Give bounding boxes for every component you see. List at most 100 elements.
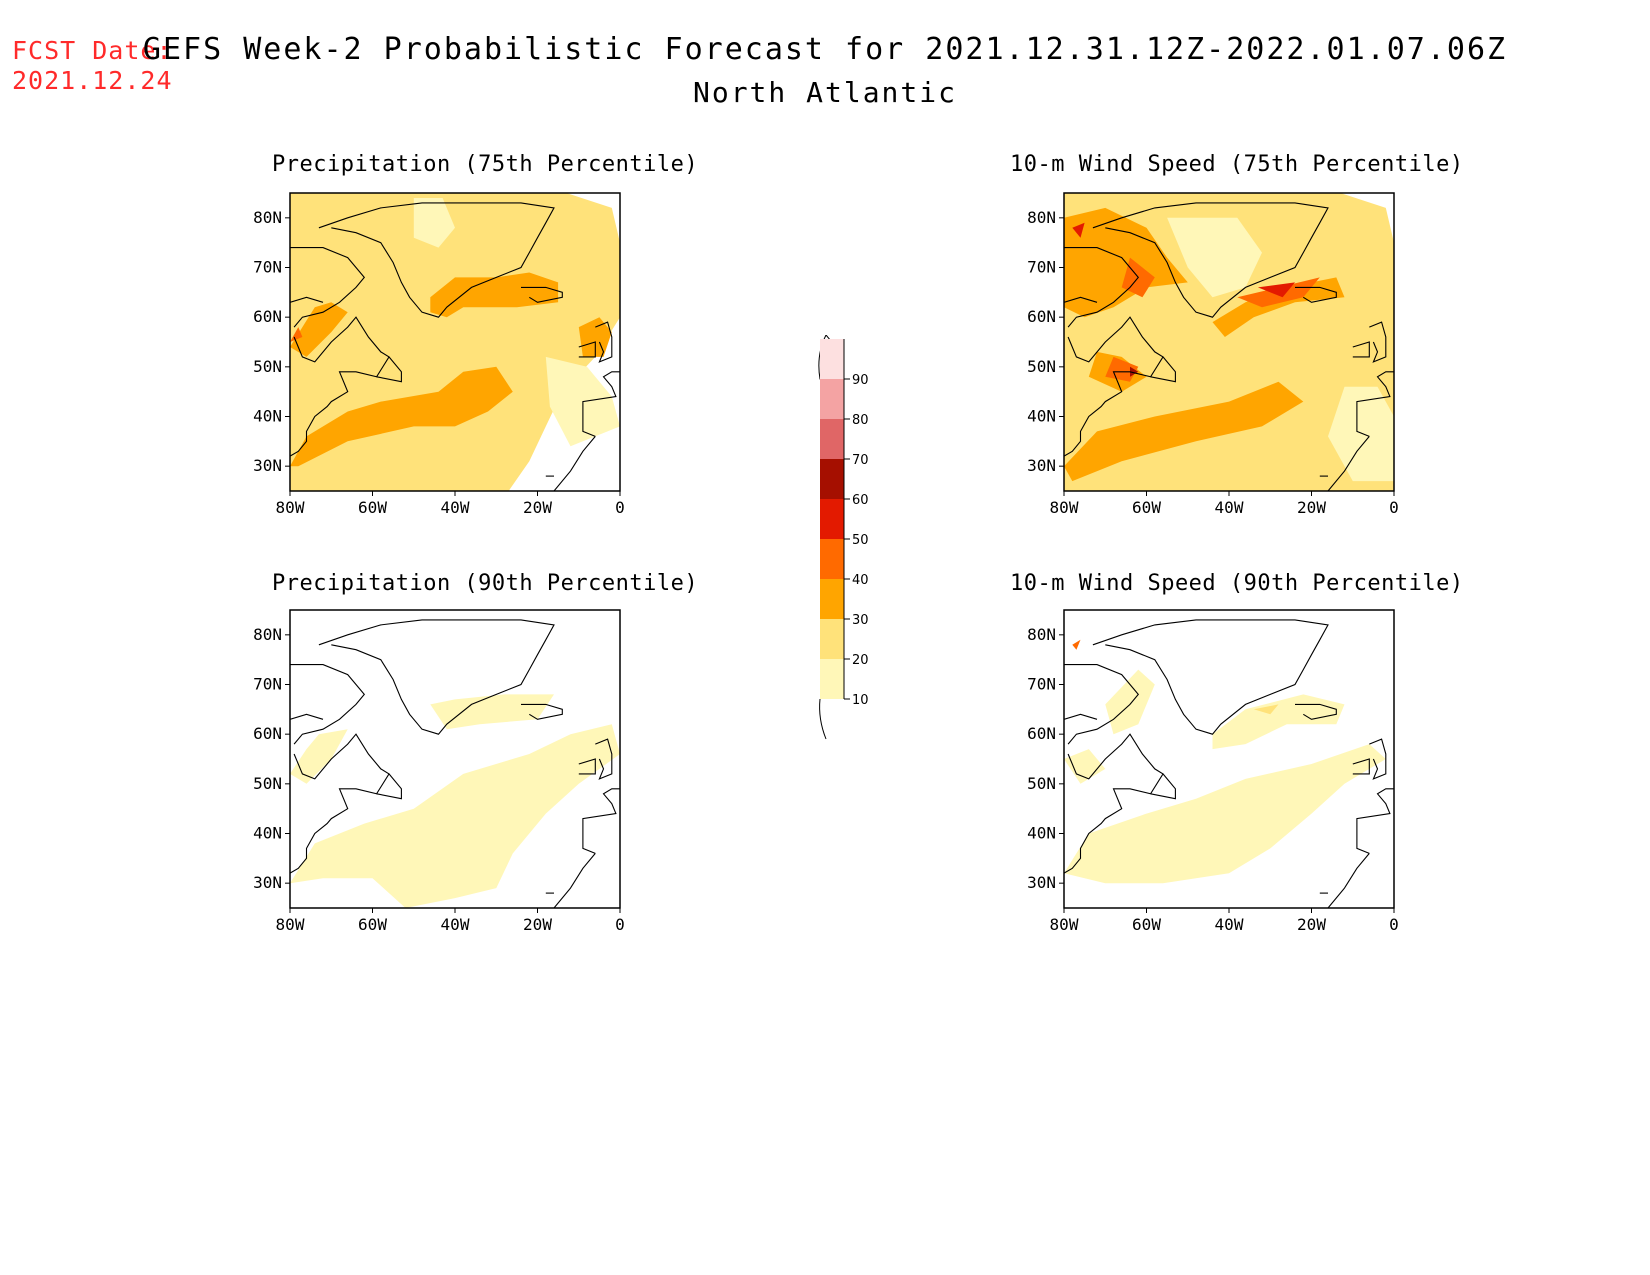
lat-tick-label: 30N: [253, 456, 282, 475]
colorbar-swatch: [820, 499, 844, 539]
probability-contour: [1212, 277, 1345, 337]
probability-contour: [1064, 744, 1386, 884]
map-plot-area: 80N 70N 60N 50N 40N 30N 80W 60W 40W 20W 0: [1027, 609, 1399, 934]
map-precip-75: 80N 70N 60N 50N 40N 30N 80W 60W 40W 20W 0: [240, 191, 630, 519]
probability-contour: [1328, 386, 1394, 482]
coastline: [521, 703, 563, 720]
map-wind-90: 80N 70N 60N 50N 40N 30N 80W 60W 40W 20W 0: [1014, 608, 1404, 936]
coastline: [290, 316, 390, 457]
lat-tick-label: 40N: [1027, 407, 1056, 426]
lon-tick-label: 0: [1389, 915, 1399, 934]
coastline: [553, 436, 596, 491]
lat-tick-label: 60N: [1027, 307, 1056, 326]
lon-tick-label: 0: [615, 915, 625, 934]
lat-tick-label: 70N: [253, 675, 282, 694]
coastline: [290, 733, 390, 874]
probability-contour: [1105, 669, 1155, 735]
probability-contour: [578, 317, 612, 357]
lon-tick-label: 40W: [1215, 915, 1244, 934]
lon-tick-label: 20W: [1297, 498, 1326, 517]
coastline: [578, 758, 596, 775]
coastline: [290, 247, 366, 328]
map-plot-area: 80N 70N 60N 50N 40N 30N 80W 60W 40W 20W 0: [253, 609, 625, 934]
colorbar-swatch: [820, 579, 844, 619]
probability-contour: [1072, 639, 1081, 650]
lon-tick-label: 80W: [1050, 915, 1079, 934]
colorbar-tick-label: 20: [852, 653, 869, 668]
colorbar-tick-label: 90: [852, 373, 869, 388]
lat-tick-label: 80N: [253, 625, 282, 644]
probability-contour: [413, 198, 455, 248]
map-plot-area: 80N 70N 60N 50N 40N 30N 80W 60W 40W 20W 0: [1027, 192, 1399, 517]
forecast-date-label: FCST Date:: [12, 36, 173, 65]
lon-tick-label: 60W: [358, 915, 387, 934]
map-precip-90: 80N 70N 60N 50N 40N 30N 80W 60W 40W 20W 0: [240, 608, 630, 936]
colorbar-tick-label: 10: [852, 693, 869, 708]
colorbar-swatch: [820, 459, 844, 499]
colorbar-tick-label: 70: [852, 453, 869, 468]
probability-contour: [1212, 694, 1345, 750]
colorbar-swatch: [820, 379, 844, 419]
colorbar-swatch: [820, 539, 844, 579]
lat-tick-label: 70N: [253, 258, 282, 277]
coastline: [376, 356, 402, 383]
coastline: [1327, 853, 1370, 908]
lon-tick-label: 80W: [276, 915, 305, 934]
map-plot-area: 80N 70N 60N 50N 40N 30N 80W 60W 40W 20W 0: [253, 192, 625, 517]
lon-tick-label: 60W: [1132, 915, 1161, 934]
coastline: [1369, 738, 1387, 780]
coastline: [1352, 341, 1370, 358]
forecast-date-value: 2021.12.24: [12, 66, 173, 95]
probability-contour: [290, 302, 348, 357]
coastline: [595, 321, 613, 363]
lat-tick-label: 50N: [253, 774, 282, 793]
probability-contour: [290, 366, 513, 467]
colorbar-bottom-cap: [819, 698, 827, 740]
lon-tick-label: 0: [615, 498, 625, 517]
probability-contour: [1064, 749, 1106, 784]
probability-contour: [290, 729, 348, 784]
coastline: [1369, 321, 1387, 363]
panel-title-precip-75: Precipitation (75th Percentile): [272, 152, 699, 177]
lon-tick-label: 20W: [523, 498, 552, 517]
lat-tick-label: 60N: [253, 724, 282, 743]
colorbar-swatch: [820, 339, 844, 379]
coastline: [290, 664, 366, 745]
coastline: [318, 202, 555, 318]
lon-tick-label: 60W: [1132, 498, 1161, 517]
colorbar-tick-label: 60: [852, 493, 869, 508]
lat-tick-label: 50N: [1027, 774, 1056, 793]
map-wind-75: 80N 70N 60N 50N 40N 30N 80W 60W 40W 20W 0: [1014, 191, 1404, 519]
colorbar-swatch: [820, 659, 844, 699]
lat-tick-label: 50N: [253, 357, 282, 376]
colorbar-swatch: [820, 419, 844, 459]
coastline: [1064, 316, 1164, 457]
lon-tick-label: 80W: [276, 498, 305, 517]
lat-tick-label: 80N: [253, 208, 282, 227]
coastline: [1295, 286, 1337, 303]
coastline: [1064, 247, 1140, 328]
lon-tick-label: 40W: [441, 498, 470, 517]
coastline: [1092, 619, 1329, 735]
probability-contour: [1257, 282, 1295, 298]
lat-tick-label: 30N: [253, 873, 282, 892]
lat-tick-label: 80N: [1027, 208, 1056, 227]
colorbar-tick-label: 50: [852, 533, 869, 548]
colorbar-swatch: [820, 619, 844, 659]
panel-title-wind-75: 10-m Wind Speed (75th Percentile): [1010, 152, 1464, 177]
figure-title: GEFS Week-2 Probabilistic Forecast for 2…: [142, 32, 1508, 67]
colorbar-tick-label: 80: [852, 413, 869, 428]
coastline: [1356, 371, 1394, 437]
lat-tick-label: 70N: [1027, 675, 1056, 694]
lat-tick-label: 60N: [253, 307, 282, 326]
probability-contour: [1130, 366, 1139, 377]
coastline: [582, 788, 620, 854]
colorbar-tick-label: 30: [852, 613, 869, 628]
coastline: [290, 296, 324, 303]
lon-tick-label: 60W: [358, 498, 387, 517]
probability-contour: [1064, 381, 1304, 482]
forecast-date-block: FCST Date: 2021.12.24: [12, 36, 173, 96]
colorbar-tick-label: 40: [852, 573, 869, 588]
probability-contour: [430, 694, 554, 730]
probability-contour: [290, 327, 303, 342]
